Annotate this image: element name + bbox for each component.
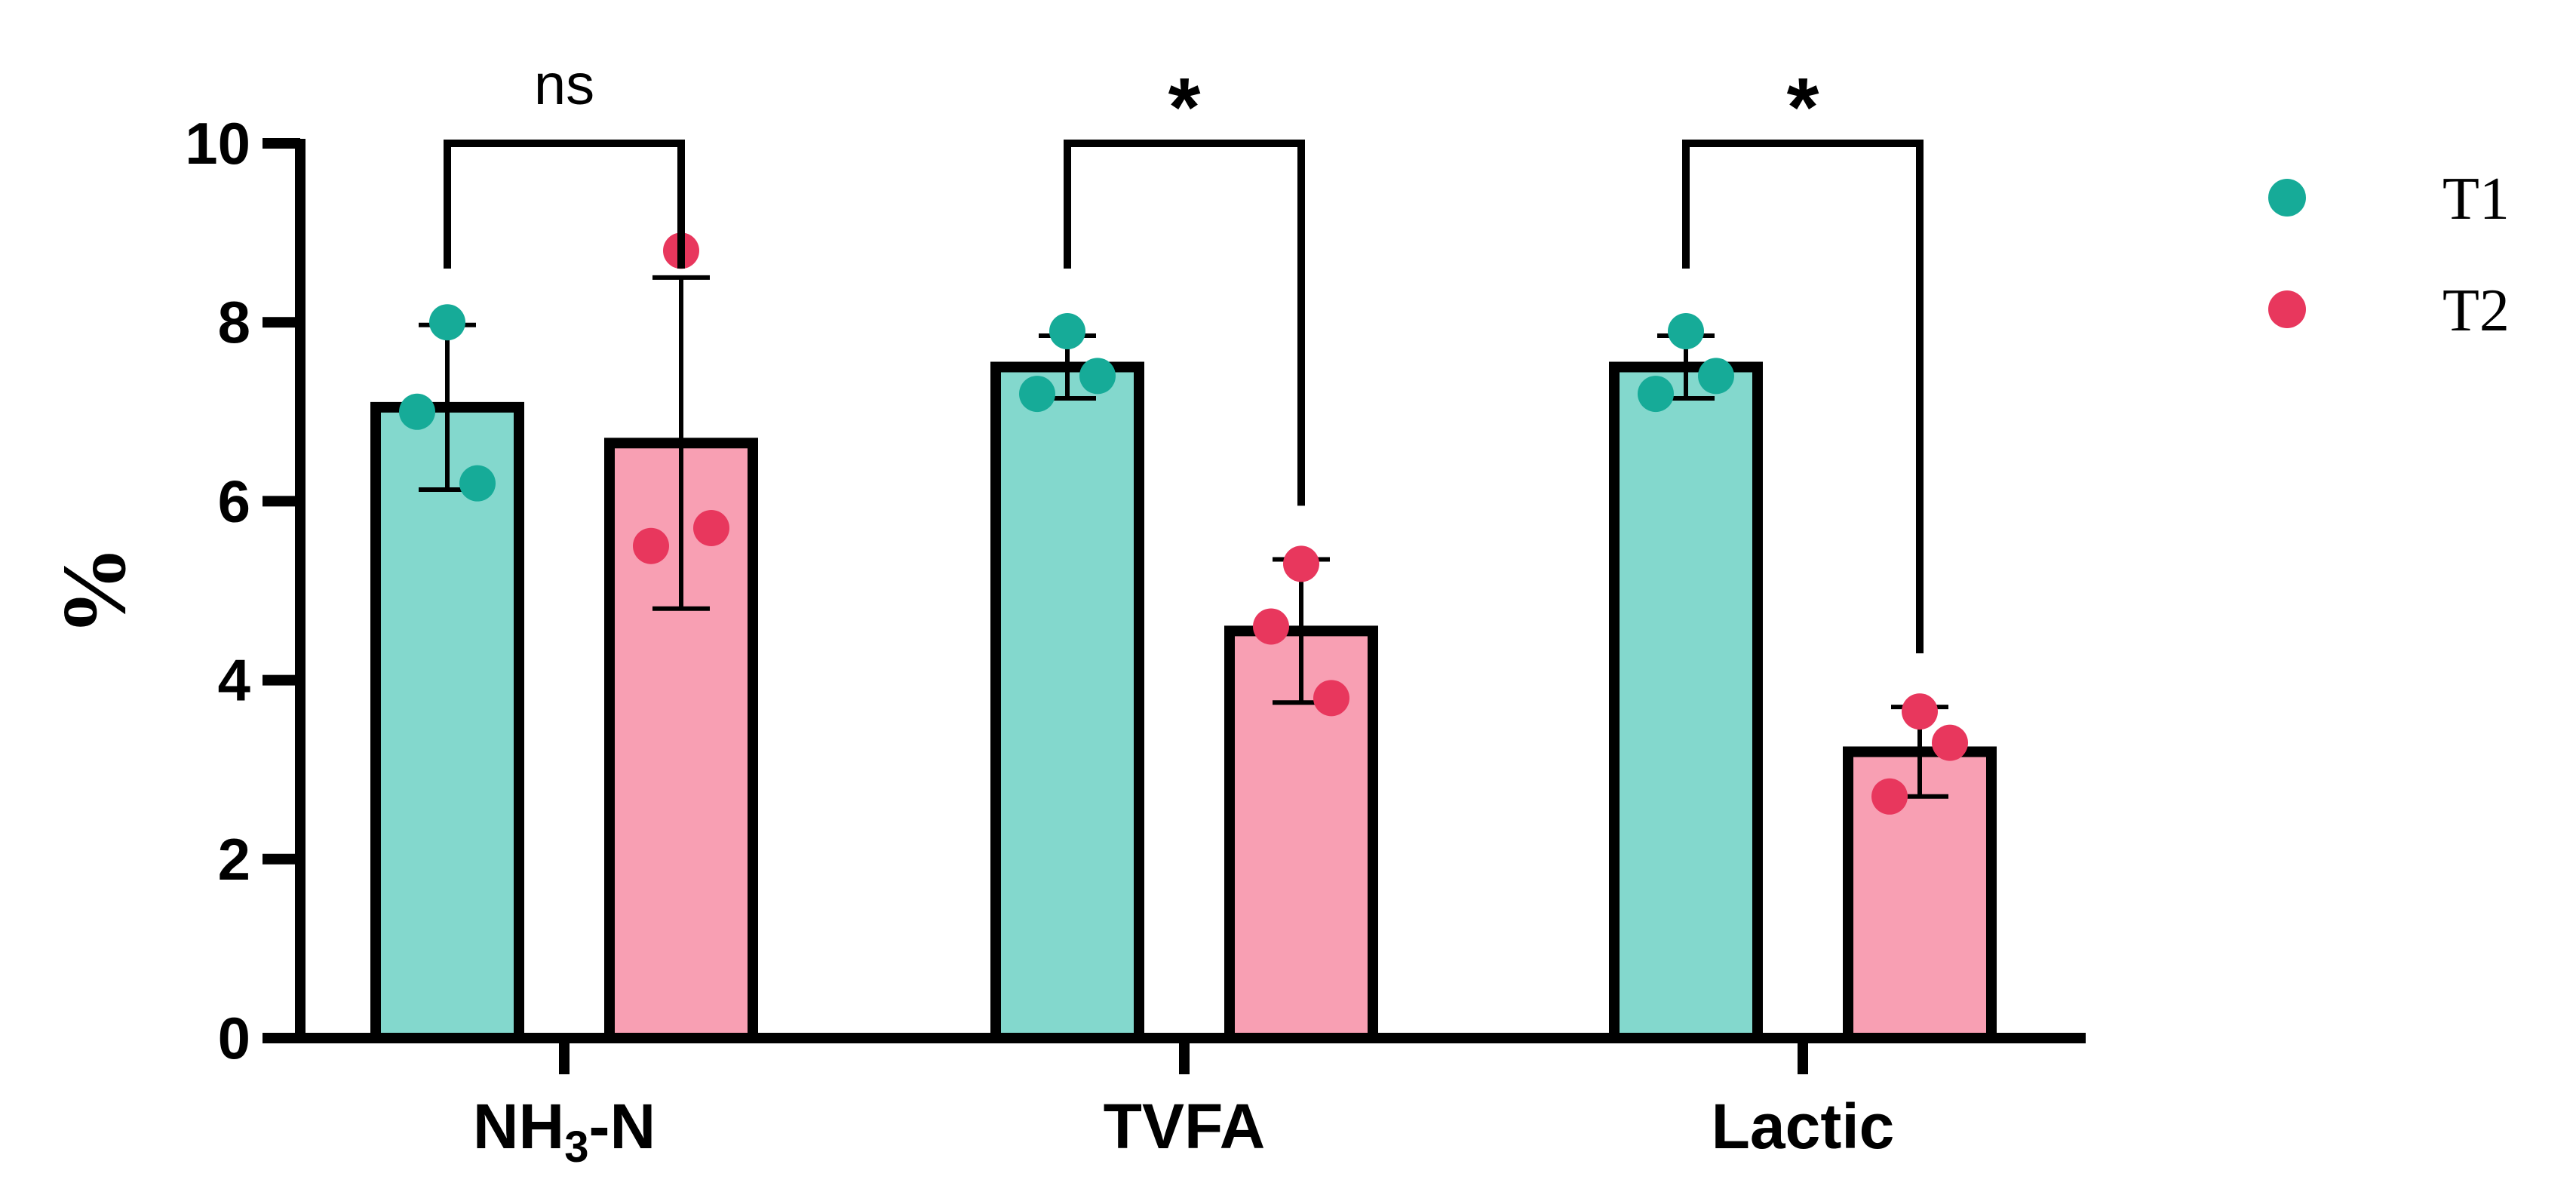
bar-t1 bbox=[370, 401, 524, 1043]
legend-marker-t2 bbox=[2268, 290, 2306, 328]
significance-bracket bbox=[1682, 140, 1924, 654]
legend: T1 T2 bbox=[2268, 166, 2510, 344]
significance-label: * bbox=[1168, 61, 1201, 154]
x-tick-label: Lactic bbox=[1712, 1091, 1895, 1162]
y-tick-label: 2 bbox=[218, 826, 250, 892]
significance-bracket bbox=[1064, 140, 1305, 506]
y-tick-label: 6 bbox=[218, 468, 250, 534]
significance-bracket bbox=[444, 140, 685, 269]
data-point-t2 bbox=[1932, 724, 1968, 761]
data-point-t1 bbox=[1638, 376, 1674, 413]
axes: 0 2 4 6 8 10% NH3-N TVFA Lactic bbox=[44, 110, 2086, 1172]
data-point-t1 bbox=[459, 465, 496, 502]
bar-t1 bbox=[1609, 361, 1763, 1043]
x-tick-label: NH3-N bbox=[473, 1091, 656, 1172]
significance-label: * bbox=[1787, 61, 1819, 154]
bars bbox=[370, 361, 1997, 1043]
y-axis-label: % bbox=[44, 545, 144, 636]
significance-label: ns bbox=[534, 53, 594, 117]
data-point-t1 bbox=[1668, 313, 1704, 350]
significance-brackets: ns * * bbox=[444, 53, 1924, 654]
data-point-t2 bbox=[1283, 545, 1319, 582]
data-point-t1 bbox=[399, 393, 435, 430]
data-point-t1 bbox=[1698, 358, 1734, 395]
y-tick-label: 4 bbox=[218, 647, 250, 714]
data-point-t2 bbox=[1902, 693, 1938, 730]
legend-marker-t1 bbox=[2268, 179, 2306, 217]
legend-label-t1: T1 bbox=[2442, 166, 2510, 232]
data-point-t2 bbox=[693, 509, 729, 546]
data-point-t2 bbox=[1253, 608, 1289, 645]
data-point-t1 bbox=[1049, 313, 1085, 350]
data-point-t1 bbox=[429, 304, 465, 341]
data-point-t1 bbox=[1079, 358, 1116, 395]
data-point-t2 bbox=[1313, 680, 1349, 717]
data-point-t2 bbox=[1871, 778, 1908, 815]
data-point-t2 bbox=[633, 527, 669, 564]
legend-label-t2: T2 bbox=[2442, 278, 2510, 344]
y-tick-label: 8 bbox=[218, 289, 250, 355]
data-point-t1 bbox=[1019, 376, 1055, 413]
y-tick-label: 10 bbox=[185, 110, 250, 177]
x-tick-label: TVFA bbox=[1104, 1091, 1266, 1162]
data-points bbox=[399, 232, 1968, 815]
y-tick-label: 0 bbox=[218, 1005, 250, 1071]
bar-t1 bbox=[990, 361, 1144, 1043]
